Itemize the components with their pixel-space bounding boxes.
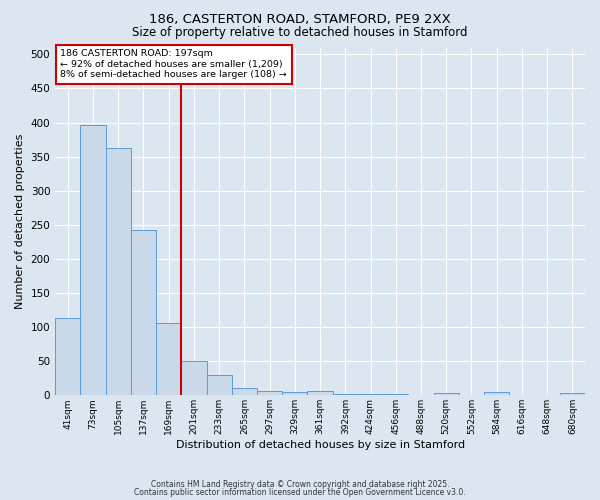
Bar <box>181 361 206 396</box>
Bar <box>307 390 332 396</box>
Bar <box>156 323 181 396</box>
Bar <box>358 394 383 396</box>
Bar <box>55 318 80 396</box>
Text: Size of property relative to detached houses in Stamford: Size of property relative to detached ho… <box>132 26 468 39</box>
Bar <box>257 390 282 396</box>
Text: 186 CASTERTON ROAD: 197sqm
← 92% of detached houses are smaller (1,209)
8% of se: 186 CASTERTON ROAD: 197sqm ← 92% of deta… <box>61 49 287 79</box>
Bar <box>106 148 131 396</box>
Text: Contains HM Land Registry data © Crown copyright and database right 2025.: Contains HM Land Registry data © Crown c… <box>151 480 449 489</box>
Bar <box>282 392 307 396</box>
Bar <box>332 394 358 396</box>
Bar <box>80 124 106 396</box>
Bar <box>383 394 409 396</box>
Bar <box>232 388 257 396</box>
Bar <box>131 230 156 396</box>
Y-axis label: Number of detached properties: Number of detached properties <box>15 134 25 309</box>
Bar <box>206 375 232 396</box>
Bar <box>484 392 509 396</box>
Text: 186, CASTERTON ROAD, STAMFORD, PE9 2XX: 186, CASTERTON ROAD, STAMFORD, PE9 2XX <box>149 12 451 26</box>
Bar <box>560 392 585 396</box>
X-axis label: Distribution of detached houses by size in Stamford: Distribution of detached houses by size … <box>176 440 464 450</box>
Bar <box>434 392 459 396</box>
Text: Contains public sector information licensed under the Open Government Licence v3: Contains public sector information licen… <box>134 488 466 497</box>
